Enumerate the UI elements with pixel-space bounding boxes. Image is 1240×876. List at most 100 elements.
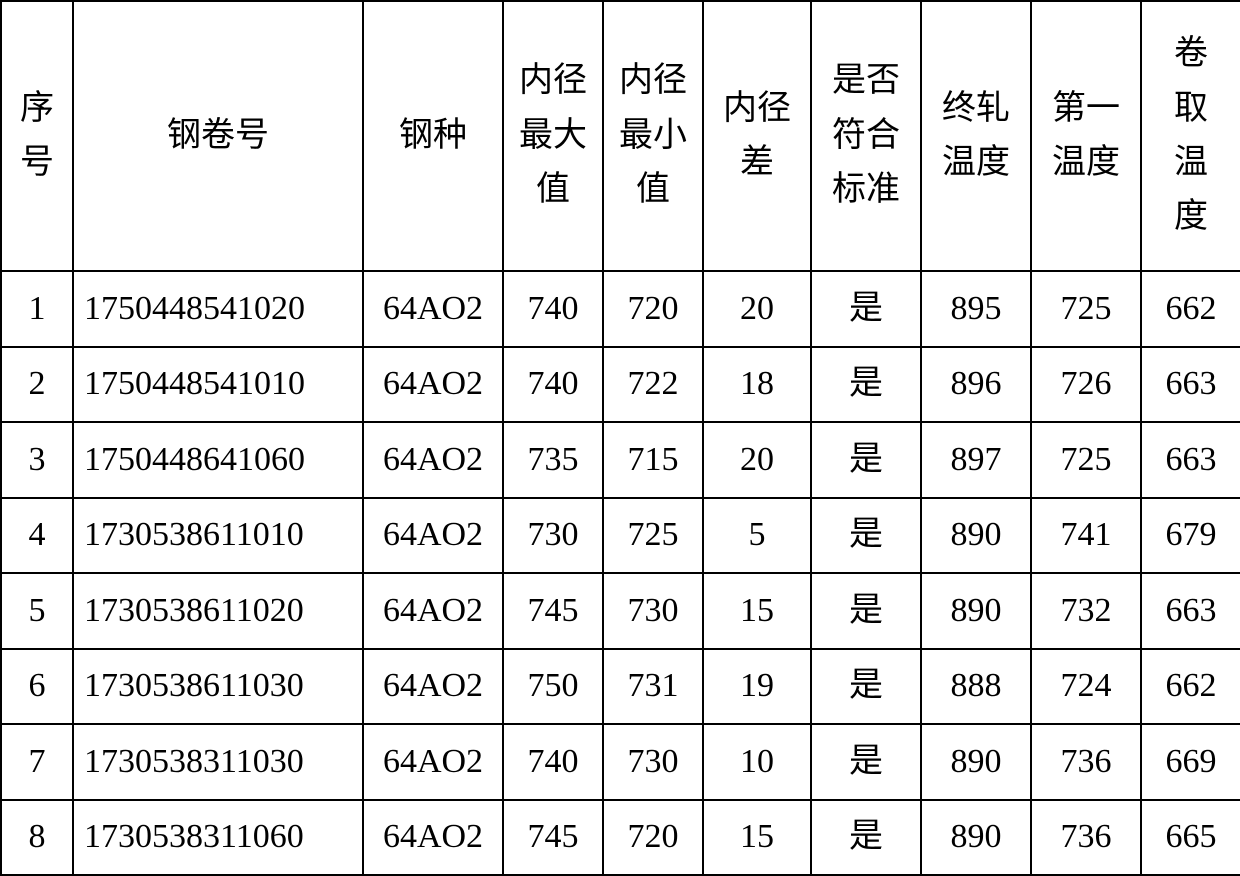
cell-id-min: 730	[603, 724, 703, 800]
cell-meets-std: 是	[811, 573, 921, 649]
table-body: 1 1750448541020 64AO2 740 720 20 是 895 7…	[1, 271, 1240, 875]
cell-seq: 5	[1, 573, 73, 649]
cell-steel: 64AO2	[363, 649, 503, 725]
cell-finish-t: 890	[921, 800, 1031, 876]
cell-coil-t: 663	[1141, 347, 1240, 423]
cell-id-diff: 5	[703, 498, 811, 574]
cell-seq: 6	[1, 649, 73, 725]
cell-first-t: 724	[1031, 649, 1141, 725]
col-header-coil-t-label: 卷取温度	[1174, 35, 1208, 235]
cell-steel: 64AO2	[363, 498, 503, 574]
cell-coil-no: 1750448541010	[73, 347, 363, 423]
cell-id-diff: 18	[703, 347, 811, 423]
cell-id-min: 725	[603, 498, 703, 574]
col-header-id-diff-label: 内径差	[723, 90, 791, 181]
cell-meets-std: 是	[811, 649, 921, 725]
cell-meets-std: 是	[811, 347, 921, 423]
col-header-coil-t: 卷取温度	[1141, 1, 1240, 271]
table-row: 1 1750448541020 64AO2 740 720 20 是 895 7…	[1, 271, 1240, 347]
cell-first-t: 726	[1031, 347, 1141, 423]
cell-seq: 2	[1, 347, 73, 423]
cell-steel: 64AO2	[363, 422, 503, 498]
cell-coil-t: 662	[1141, 649, 1240, 725]
col-header-seq: 序号	[1, 1, 73, 271]
cell-id-min: 720	[603, 271, 703, 347]
cell-coil-t: 665	[1141, 800, 1240, 876]
cell-coil-t: 679	[1141, 498, 1240, 574]
cell-steel: 64AO2	[363, 800, 503, 876]
cell-meets-std: 是	[811, 498, 921, 574]
cell-finish-t: 890	[921, 498, 1031, 574]
cell-coil-no: 1730538611030	[73, 649, 363, 725]
col-header-seq-label: 序号	[20, 90, 54, 181]
cell-meets-std: 是	[811, 271, 921, 347]
cell-coil-no: 1730538311060	[73, 800, 363, 876]
cell-coil-t: 663	[1141, 573, 1240, 649]
cell-id-min: 720	[603, 800, 703, 876]
cell-coil-no: 1730538611020	[73, 573, 363, 649]
cell-steel: 64AO2	[363, 347, 503, 423]
table-row: 5 1730538611020 64AO2 745 730 15 是 890 7…	[1, 573, 1240, 649]
cell-meets-std: 是	[811, 800, 921, 876]
cell-coil-no: 1750448641060	[73, 422, 363, 498]
table-row: 8 1730538311060 64AO2 745 720 15 是 890 7…	[1, 800, 1240, 876]
col-header-coil-no: 钢卷号	[73, 1, 363, 271]
cell-id-min: 730	[603, 573, 703, 649]
cell-coil-no: 1730538611010	[73, 498, 363, 574]
cell-finish-t: 890	[921, 573, 1031, 649]
cell-id-max: 745	[503, 573, 603, 649]
cell-finish-t: 896	[921, 347, 1031, 423]
table-container: 序号 钢卷号 钢种 内径最大值 内径最小值 内径差 是否符合标准 终轧温度 第一…	[0, 0, 1240, 876]
table-row: 4 1730538611010 64AO2 730 725 5 是 890 74…	[1, 498, 1240, 574]
cell-id-max: 745	[503, 800, 603, 876]
cell-id-diff: 19	[703, 649, 811, 725]
cell-first-t: 741	[1031, 498, 1141, 574]
col-header-id-max: 内径最大值	[503, 1, 603, 271]
table-row: 2 1750448541010 64AO2 740 722 18 是 896 7…	[1, 347, 1240, 423]
cell-seq: 8	[1, 800, 73, 876]
cell-id-max: 735	[503, 422, 603, 498]
col-header-steel-label: 钢种	[399, 117, 467, 154]
cell-id-max: 740	[503, 724, 603, 800]
col-header-id-max-label: 内径最大值	[519, 62, 587, 208]
table-row: 6 1730538611030 64AO2 750 731 19 是 888 7…	[1, 649, 1240, 725]
cell-first-t: 736	[1031, 724, 1141, 800]
cell-coil-t: 663	[1141, 422, 1240, 498]
steel-coil-data-table: 序号 钢卷号 钢种 内径最大值 内径最小值 内径差 是否符合标准 终轧温度 第一…	[0, 0, 1240, 876]
col-header-meets-std-label: 是否符合标准	[832, 62, 900, 208]
col-header-first-t: 第一温度	[1031, 1, 1141, 271]
col-header-finish-t: 终轧温度	[921, 1, 1031, 271]
col-header-finish-t-label: 终轧温度	[942, 90, 1010, 181]
col-header-id-min: 内径最小值	[603, 1, 703, 271]
cell-seq: 1	[1, 271, 73, 347]
cell-finish-t: 890	[921, 724, 1031, 800]
cell-coil-t: 662	[1141, 271, 1240, 347]
cell-id-max: 730	[503, 498, 603, 574]
cell-id-diff: 15	[703, 800, 811, 876]
cell-id-max: 740	[503, 271, 603, 347]
cell-steel: 64AO2	[363, 271, 503, 347]
cell-first-t: 725	[1031, 422, 1141, 498]
col-header-coil-no-label: 钢卷号	[167, 117, 269, 154]
col-header-meets-std: 是否符合标准	[811, 1, 921, 271]
cell-id-diff: 10	[703, 724, 811, 800]
cell-first-t: 732	[1031, 573, 1141, 649]
table-row: 3 1750448641060 64AO2 735 715 20 是 897 7…	[1, 422, 1240, 498]
cell-seq: 3	[1, 422, 73, 498]
cell-seq: 7	[1, 724, 73, 800]
cell-coil-no: 1730538311030	[73, 724, 363, 800]
cell-id-diff: 15	[703, 573, 811, 649]
cell-steel: 64AO2	[363, 724, 503, 800]
table-header-row: 序号 钢卷号 钢种 内径最大值 内径最小值 内径差 是否符合标准 终轧温度 第一…	[1, 1, 1240, 271]
cell-id-diff: 20	[703, 422, 811, 498]
cell-first-t: 736	[1031, 800, 1141, 876]
cell-id-min: 715	[603, 422, 703, 498]
cell-meets-std: 是	[811, 422, 921, 498]
col-header-first-t-label: 第一温度	[1052, 90, 1120, 181]
cell-id-diff: 20	[703, 271, 811, 347]
cell-id-max: 740	[503, 347, 603, 423]
cell-seq: 4	[1, 498, 73, 574]
col-header-id-diff: 内径差	[703, 1, 811, 271]
col-header-steel: 钢种	[363, 1, 503, 271]
cell-steel: 64AO2	[363, 573, 503, 649]
